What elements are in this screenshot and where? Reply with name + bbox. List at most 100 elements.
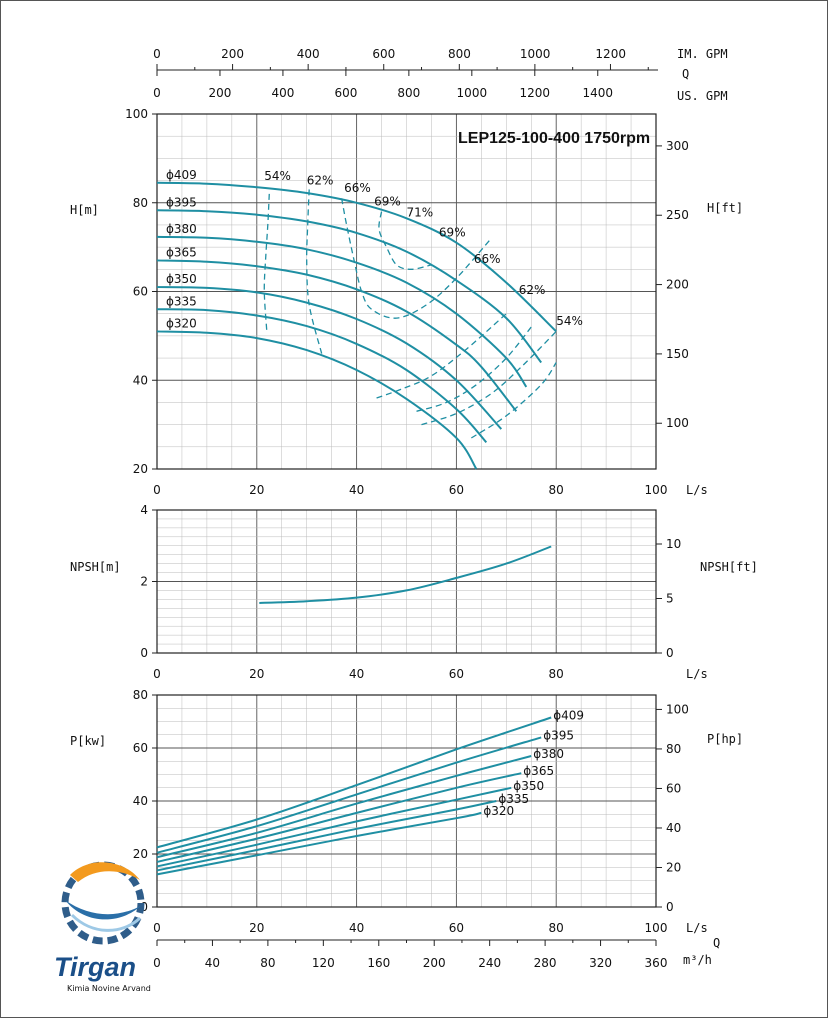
us-gpm-tick: 1000 [457,86,488,100]
head-curve-d350 [156,286,503,430]
efficiency-label: 62% [307,174,334,188]
us-gpm-tick: 600 [334,86,357,100]
m3h-tick: 200 [423,956,446,970]
y-tick-label: 60 [133,285,148,299]
logo-text-bg [52,946,146,980]
gear-icon [61,861,145,945]
x-tick-label: 100 [645,921,668,935]
x-tick-label: 20 [249,667,264,681]
im-gpm-tick: 1000 [520,47,551,61]
efficiency-label: 54% [264,169,291,183]
y-tick-label: 40 [133,794,148,808]
y-tick-label: 0 [140,646,148,660]
x-axis-label: L/s [686,921,708,935]
power-curve-label: ϕ320 [483,804,514,818]
efficiency-line [263,193,270,332]
m3h-tick: 280 [534,956,557,970]
head-curve-label: ϕ395 [166,195,197,209]
y2-tick-label: 10 [666,537,681,551]
tirgan-logo: Tirgan Kimia Novine Arvand [52,861,151,993]
y2-tick-label: 40 [666,821,681,835]
npsh-grid [156,509,657,654]
y-tick-label: 80 [133,688,148,702]
y2-axis-label: P[hp] [707,732,743,746]
head-curve-label: ϕ365 [166,245,197,259]
m3h-tick: 120 [312,956,335,970]
head-curve-d409 [156,181,557,333]
x-tick-label: 0 [153,921,161,935]
x-axis-label: L/s [686,667,708,681]
y2-tick-label: 100 [666,702,689,716]
wave-icon [65,900,142,920]
us-gpm-tick: 0 [153,86,161,100]
m3h-tick: 40 [205,956,220,970]
power-curve-label: ϕ350 [513,779,544,793]
bottom-m3h-scale: 0 40 80 120 160 200 240 280 320 360 [153,939,668,970]
m3h-tick: 160 [367,956,390,970]
wave-line-icon [70,913,142,932]
im-gpm-tick: 400 [297,47,320,61]
efficiency-label: 69% [374,194,401,208]
y2-tick-label: 80 [666,742,681,756]
x-axis-label: L/s [686,483,708,497]
y2-tick-label: 0 [666,900,674,914]
efficiency-label: 69% [439,225,466,239]
im-gpm-tick: 800 [448,47,471,61]
im-gpm-label: IM. GPM [677,47,728,61]
y-tick-label: 80 [133,196,148,210]
us-gpm-label: US. GPM [677,89,728,103]
chart-title: LEP125-100-400 1750rpm [458,130,650,147]
logo-name: Tirgan [54,952,136,982]
y-axis-label: P[kw] [70,734,106,748]
y2-tick-label: 5 [666,592,674,606]
efficiency-line [471,362,557,439]
head-curve-d320 [156,330,478,470]
flame-icon [70,862,140,882]
y2-tick-label: 0 [666,646,674,660]
head-grid [156,113,657,470]
x-tick-label: 80 [549,921,564,935]
x-tick-label: 60 [449,483,464,497]
us-gpm-tick: 1400 [582,86,613,100]
y2-tick-label: 100 [666,416,689,430]
y-tick-label: 60 [133,741,148,755]
head-curve-label: ϕ380 [166,222,197,236]
power-curve-d350 [156,786,512,868]
y2-axis-label: H[ft] [707,201,743,215]
power-curve-label: ϕ335 [498,792,529,806]
power-curve-d320 [156,811,482,876]
x-tick-label: 40 [349,921,364,935]
m3h-tick: 240 [478,956,501,970]
efficiency-line [306,189,323,354]
us-gpm-ticks: 0 200 400 600 800 1000 1200 1400 [153,70,613,100]
q-label-top: Q [682,67,689,81]
power-curve-label: ϕ380 [533,747,564,761]
im-gpm-ticks: 0 200 400 600 800 1000 1200 [153,47,649,70]
head-panel: 20 40 60 80 100 100 150 200 250 300 0 20 40 60 80 100 L/… [70,107,743,497]
x-tick-label: 60 [449,667,464,681]
head-curve-label: ϕ335 [166,294,197,308]
power-curve-d395 [156,736,542,854]
efficiency-label: 66% [474,252,501,266]
efficiency-line [421,330,557,426]
us-gpm-tick: 400 [271,86,294,100]
us-gpm-tick: 200 [209,86,232,100]
y-axis-label: NPSH[m] [70,560,121,574]
head-curve-d380 [156,235,528,388]
npsh-curve-line [259,545,552,604]
efficiency-line [340,198,492,319]
im-gpm-tick: 600 [372,47,395,61]
efficiency-line [416,326,532,412]
power-curve-d335 [156,800,497,872]
us-gpm-tick: 1200 [520,86,551,100]
m3h-label: m³/h [683,953,712,967]
head-curve-d395 [156,209,542,364]
power-curve-label: ϕ365 [523,764,554,778]
x-tick-label: 20 [249,921,264,935]
m3h-tick: 360 [645,956,668,970]
x-tick-label: 60 [449,921,464,935]
head-curve-label: ϕ320 [166,316,197,330]
efficiency-line [378,211,432,270]
y2-tick-label: 250 [666,208,689,222]
